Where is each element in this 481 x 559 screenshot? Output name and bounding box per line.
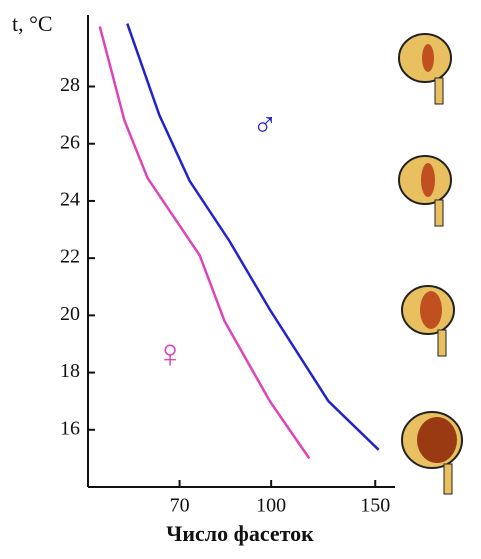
y-tick-label: 16: [60, 417, 80, 439]
y-tick-label: 24: [60, 189, 80, 211]
legend-symbol: ♀: [155, 331, 185, 376]
y-tick-label: 26: [60, 131, 80, 153]
series-line: [126, 23, 380, 451]
y-tick-label: 20: [60, 303, 80, 325]
series-line: [98, 26, 311, 460]
y-tick-label: 18: [60, 360, 80, 382]
fly-icons: [398, 33, 463, 495]
x-tick-label: 100: [256, 495, 286, 517]
x-axis-label: Число фасеток: [166, 521, 314, 546]
y-tick-label: 28: [60, 74, 80, 96]
y-tick-label: 22: [60, 246, 80, 268]
x-tick-label: 70: [170, 495, 190, 517]
x-tick-label: 150: [360, 495, 390, 517]
y-axis-label: t, °C: [12, 11, 53, 36]
legend-symbol: ♂: [252, 107, 278, 144]
